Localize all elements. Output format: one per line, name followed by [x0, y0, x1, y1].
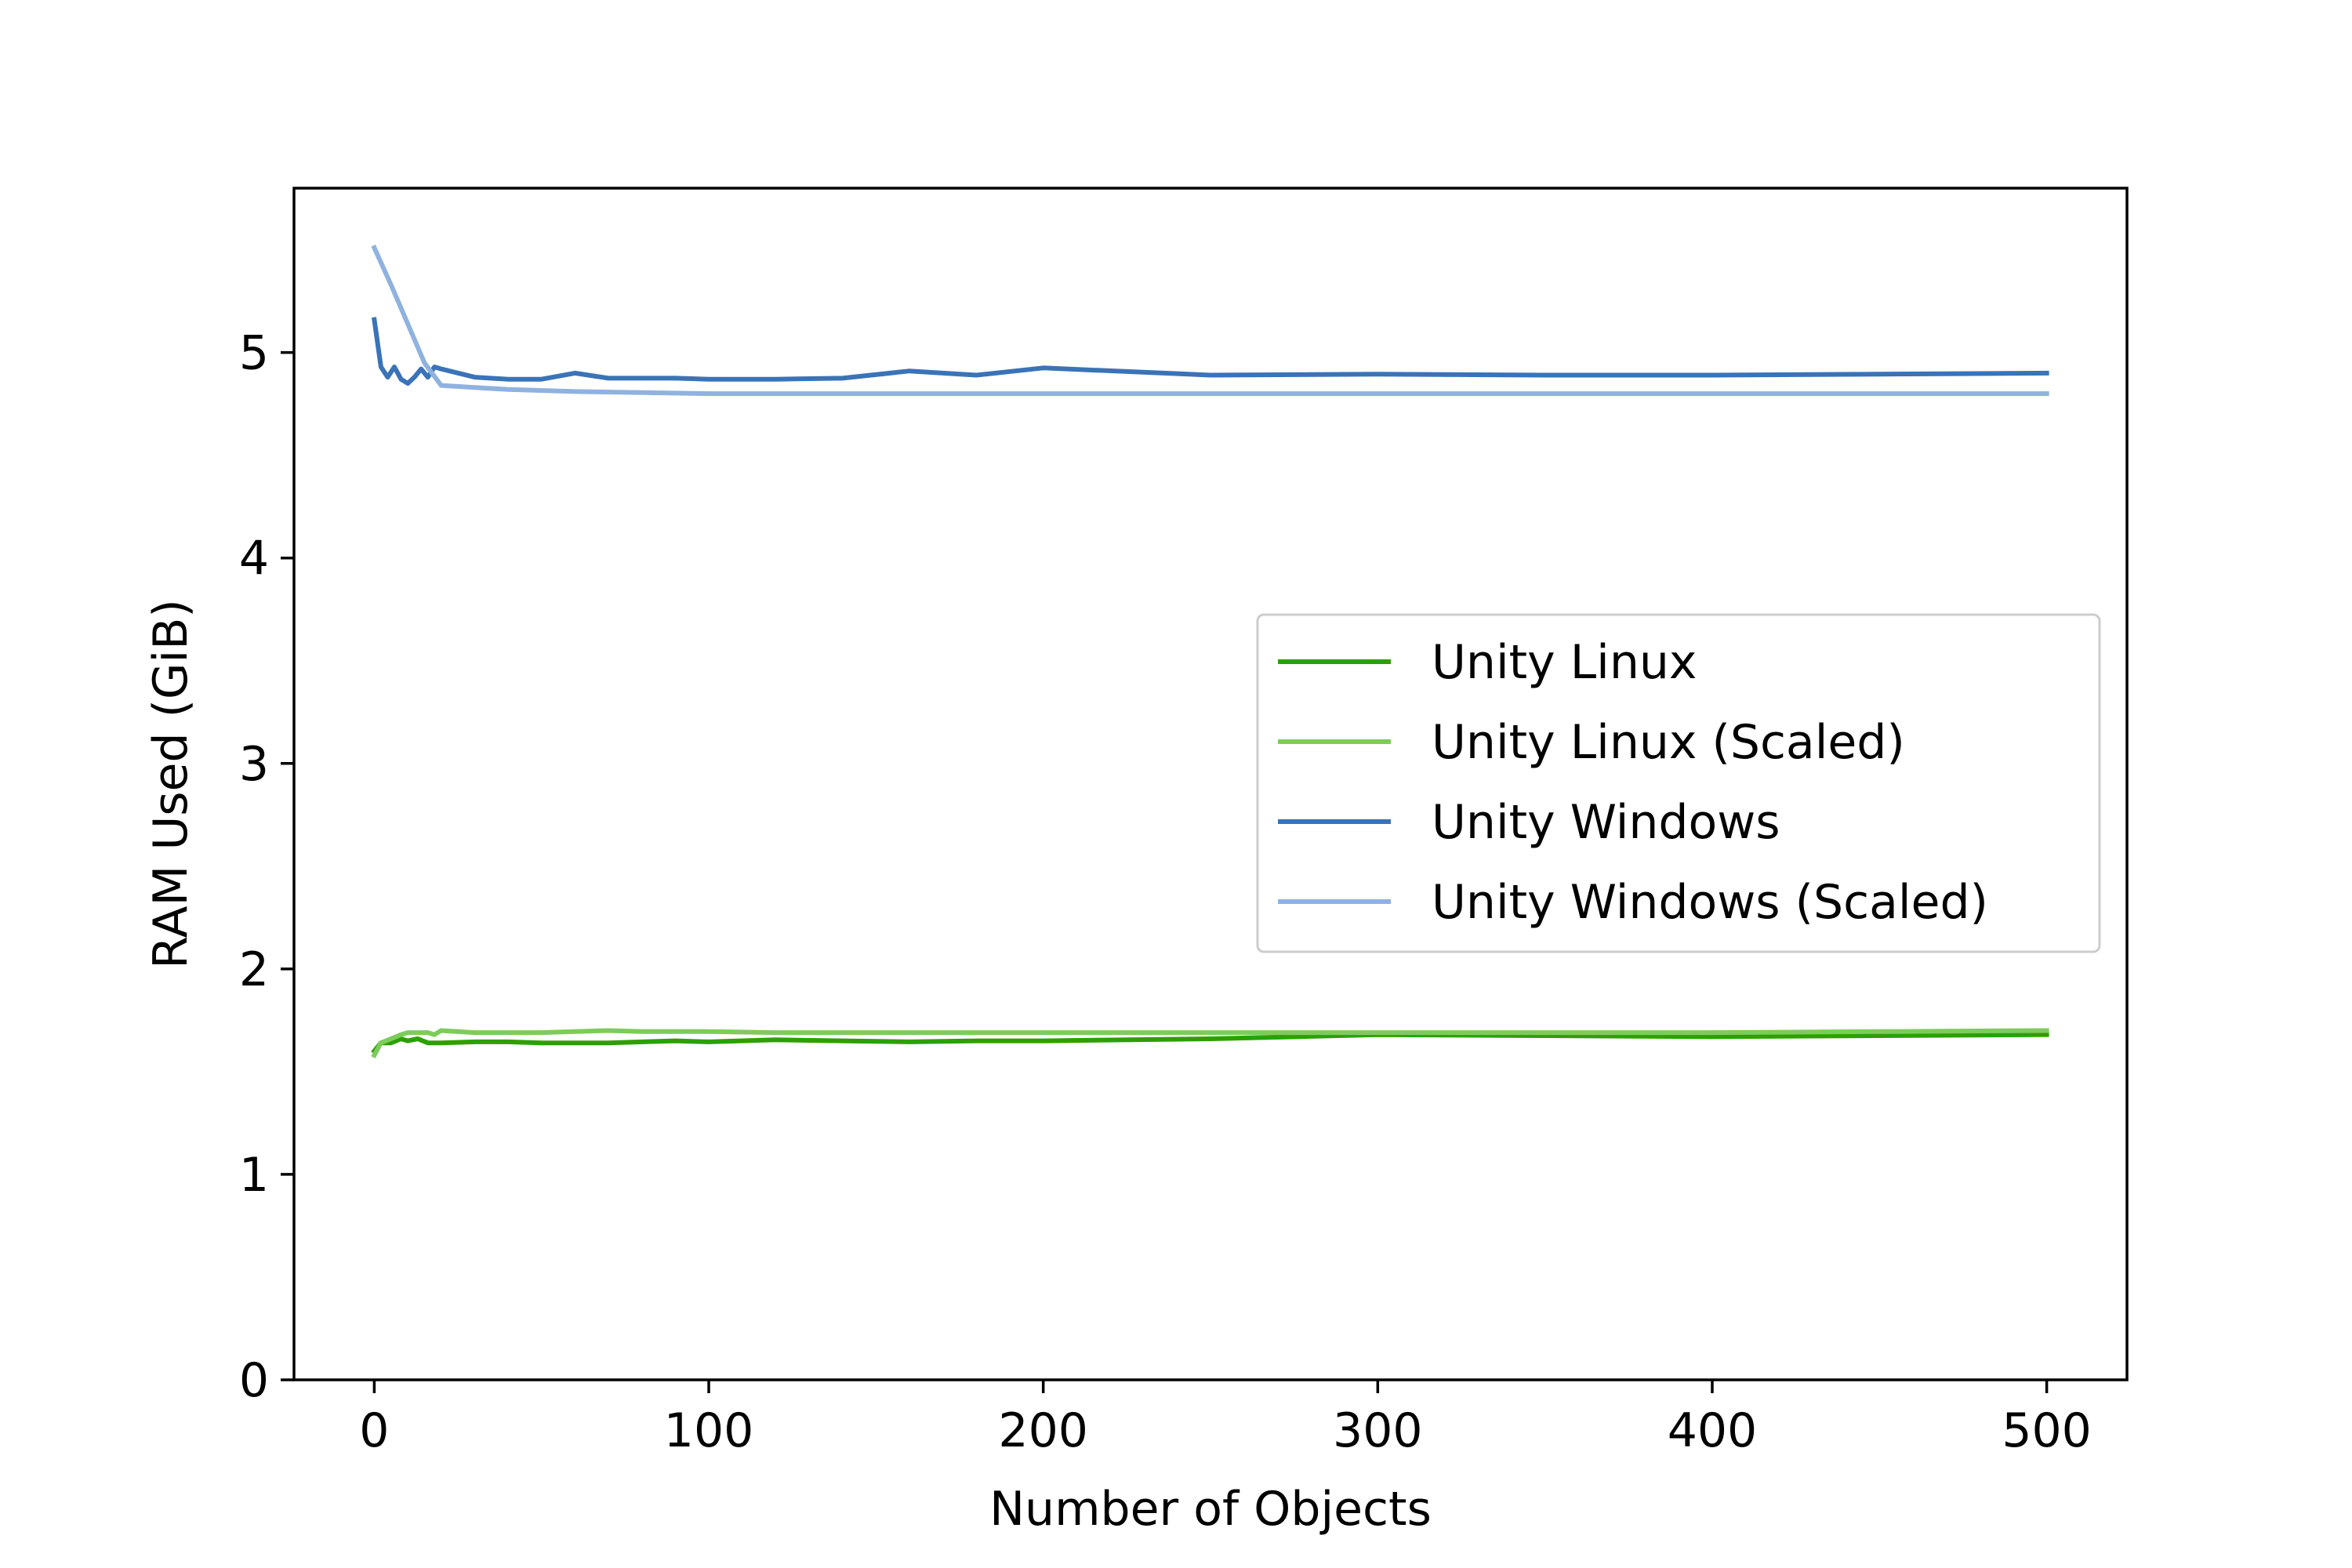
series-line-2 — [372, 317, 2049, 386]
x-tick-label: 200 — [998, 1403, 1088, 1458]
x-tick-label: 300 — [1333, 1403, 1423, 1458]
plot-frame — [292, 187, 2129, 1381]
x-tick-label: 400 — [1668, 1403, 1758, 1458]
x-tick-label: 100 — [664, 1403, 754, 1458]
y-tick-label: 4 — [239, 532, 269, 586]
legend-label-2: Unity Windows — [1432, 795, 1780, 850]
series-line-3 — [371, 245, 2049, 397]
legend: Unity Linux Unity Linux (Scaled) Unity Win… — [1256, 613, 2101, 953]
x-axis-label: Number of Objects — [989, 1482, 1432, 1537]
plot-lines — [371, 245, 2049, 1058]
x-axis: 0 100 200 300 400 500 — [359, 1380, 2092, 1458]
y-axis-label: RAM Used (GiB) — [143, 599, 198, 969]
x-tick-label: 0 — [359, 1403, 389, 1458]
y-tick-label: 5 — [239, 326, 269, 381]
legend-label-1: Unity Linux (Scaled) — [1432, 715, 1905, 770]
legend-box — [1256, 613, 2101, 953]
series-line-0 — [371, 1032, 2049, 1054]
y-tick-label: 3 — [239, 737, 269, 792]
legend-label-0: Unity Linux — [1432, 635, 1697, 690]
y-tick-label: 1 — [239, 1148, 269, 1203]
y-axis: 0 1 2 3 4 5 — [239, 326, 294, 1408]
legend-label-3: Unity Windows (Scaled) — [1432, 875, 1988, 930]
y-tick-label: 0 — [239, 1353, 269, 1408]
series-line-1 — [371, 1028, 2049, 1058]
x-tick-label: 500 — [2002, 1403, 2092, 1458]
y-tick-label: 2 — [239, 942, 269, 997]
